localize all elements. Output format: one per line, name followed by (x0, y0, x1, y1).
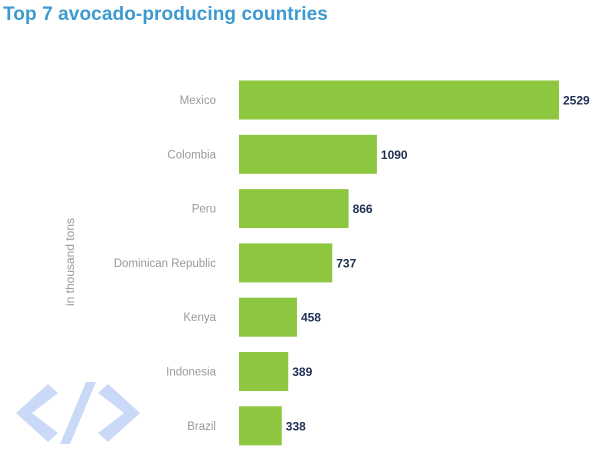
bar-kenya[interactable] (239, 297, 297, 337)
category-label: Mexico (180, 95, 216, 107)
bar-mexico[interactable] (239, 80, 559, 120)
category-label: Brazil (187, 421, 216, 433)
category-label: Colombia (167, 149, 216, 161)
data-label: 338 (286, 419, 306, 433)
data-label: 458 (301, 311, 321, 325)
data-label: 1090 (381, 148, 408, 162)
bar-indonesia[interactable] (239, 352, 289, 391)
category-label: Dominican Republic (114, 258, 217, 270)
category-label: Peru (192, 204, 216, 216)
chart-title: Top 7 avocado-producing countries (3, 4, 328, 25)
data-label: 866 (353, 202, 373, 216)
bar-peru[interactable] (239, 189, 349, 229)
bars-group: Mexico 2529 Colombia 1090 Peru 866 Dominican R… (114, 80, 590, 446)
bar-dominican-republic[interactable] (239, 243, 333, 283)
data-label: 389 (292, 365, 312, 379)
bar-brazil[interactable] (239, 406, 282, 446)
category-label: Kenya (183, 312, 216, 324)
code-brackets-icon (16, 382, 140, 444)
category-label: Indonesia (166, 367, 216, 379)
bar-colombia[interactable] (239, 134, 377, 174)
data-label: 2529 (563, 94, 590, 108)
data-label: 737 (336, 256, 356, 270)
